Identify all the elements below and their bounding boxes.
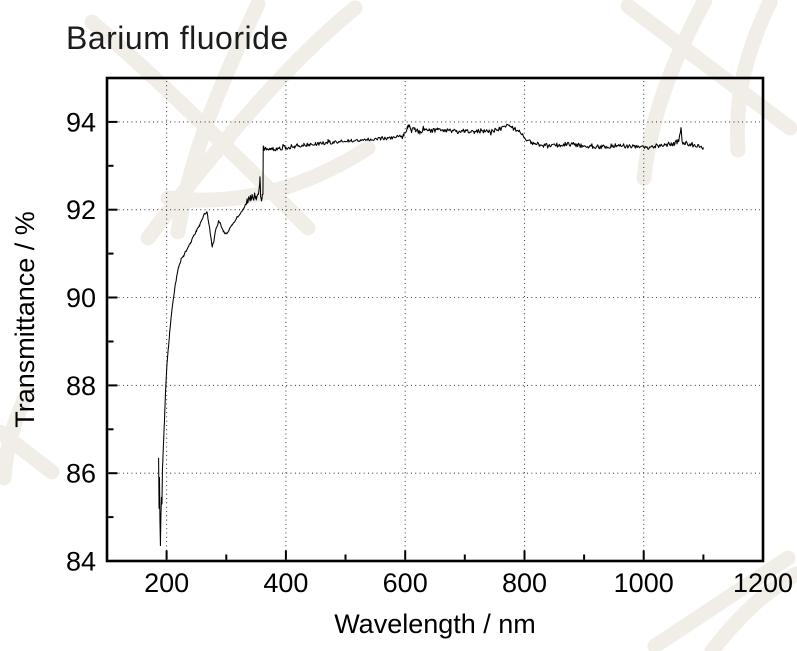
y-tick-label: 90 [66, 283, 96, 313]
y-tick-label: 88 [66, 371, 96, 401]
y-tick-label: 86 [66, 459, 96, 489]
plot-frame [105, 76, 765, 563]
y-tick-label: 84 [66, 547, 96, 577]
x-tick-label: 200 [144, 568, 189, 598]
x-tick-label: 400 [263, 568, 308, 598]
x-tick-label: 1200 [733, 568, 793, 598]
x-axis-title: Wavelength / nm [334, 609, 536, 639]
x-tick-label: 1000 [614, 568, 674, 598]
y-axis-title: Transmittance / % [10, 211, 40, 428]
chart-title: Barium fluoride [66, 20, 289, 56]
x-tick-label: 800 [502, 568, 547, 598]
series-line [158, 123, 704, 547]
y-tick-label: 92 [66, 195, 96, 225]
x-tick-label: 600 [383, 568, 428, 598]
y-tick-label: 94 [66, 107, 96, 137]
